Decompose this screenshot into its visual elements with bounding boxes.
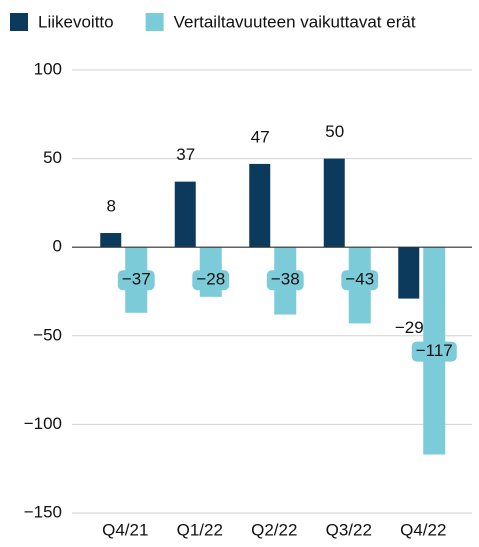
x-tick-label: Q4/22 [400, 520, 446, 539]
data-label: −38 [271, 270, 300, 289]
x-tick-label: Q2/22 [251, 520, 297, 539]
y-tick-label: −50 [33, 325, 62, 344]
bar [100, 233, 122, 248]
x-tick-label: Q3/22 [326, 520, 372, 539]
y-tick-label: 0 [53, 237, 62, 256]
bar [398, 247, 420, 299]
bar [249, 163, 271, 248]
x-tick-label: Q1/22 [177, 520, 223, 539]
data-label-bg [266, 270, 304, 291]
y-tick-label: 50 [43, 148, 62, 167]
data-label: 50 [325, 122, 344, 141]
legend-label: Vertailtavuuteen vaikuttavat erät [174, 12, 416, 31]
bar [174, 181, 196, 248]
data-label: −117 [416, 341, 453, 360]
data-label-bg [117, 270, 155, 291]
legend-swatch [145, 13, 164, 31]
data-label-bg [192, 270, 230, 291]
legend-label: Liikevoitto [38, 12, 114, 31]
bar [323, 158, 345, 248]
data-label: 8 [107, 197, 116, 216]
y-tick-label: −150 [24, 502, 62, 521]
y-tick-label: −100 [24, 414, 62, 433]
data-label: −43 [345, 270, 374, 289]
data-label: 37 [176, 145, 195, 164]
x-tick-label: Q4/21 [102, 520, 148, 539]
data-label: −29 [395, 318, 424, 337]
data-label-bg [411, 341, 457, 362]
data-label: 47 [251, 127, 270, 146]
data-label: −37 [122, 270, 151, 289]
legend-swatch [10, 13, 28, 31]
data-label-bg [341, 270, 379, 291]
data-label: −28 [196, 270, 225, 289]
y-tick-label: 100 [34, 59, 62, 78]
